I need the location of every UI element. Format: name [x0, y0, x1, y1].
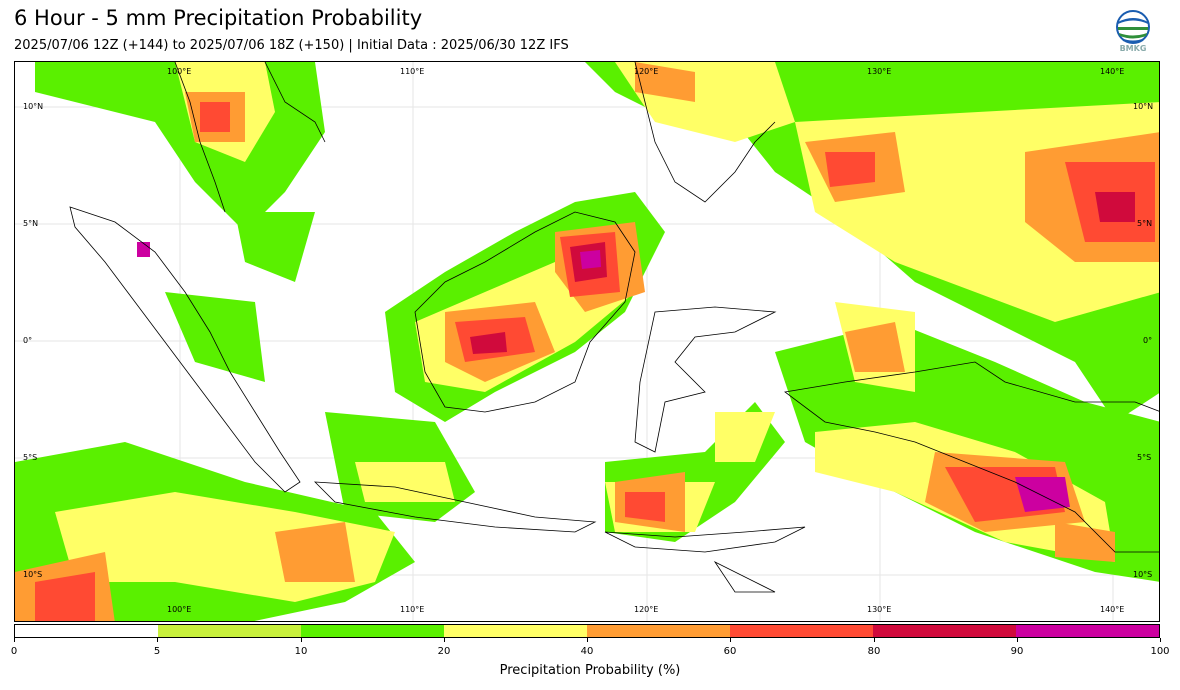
colorbar — [14, 624, 1160, 638]
colorbar-tick — [157, 638, 158, 642]
lon-label-bottom: 100°E — [167, 605, 192, 614]
colorbar-tick — [444, 638, 445, 642]
lon-label-bottom: 120°E — [634, 605, 659, 614]
colorbar-tick — [874, 638, 875, 642]
colorbar-tick — [587, 638, 588, 642]
colorbar-tick-label: 0 — [10, 646, 18, 657]
chart-title: 6 Hour - 5 mm Precipitation Probability — [14, 6, 423, 30]
colorbar-segment — [730, 625, 873, 637]
lon-label-top: 130°E — [867, 67, 892, 76]
colorbar-segment — [444, 625, 587, 637]
lat-label-right: 0° — [1143, 336, 1153, 345]
colorbar-tick — [730, 638, 731, 642]
colorbar-tick — [1017, 638, 1018, 642]
colorbar-segment — [873, 625, 1016, 637]
bmkg-logo-icon: BMKG — [1114, 10, 1152, 56]
lat-label-left: 5°N — [23, 219, 39, 228]
lat-label-right: 10°N — [1133, 102, 1154, 111]
lon-label-top: 100°E — [167, 67, 192, 76]
lon-label-top: 110°E — [400, 67, 425, 76]
colorbar-tick-label: 40 — [580, 646, 594, 657]
colorbar-tick-label: 5 — [153, 646, 161, 657]
precip-field-very-high — [35, 102, 1155, 621]
coastlines — [69, 62, 1159, 593]
colorbar-tick — [301, 638, 302, 642]
lat-label-right: 10°S — [1133, 570, 1153, 579]
colorbar-tick-label: 60 — [723, 646, 737, 657]
lat-label-left: 10°N — [23, 102, 44, 111]
lon-label-bottom: 110°E — [400, 605, 425, 614]
lat-label-right: 5°S — [1137, 453, 1152, 462]
lon-label-bottom: 140°E — [1100, 605, 1125, 614]
lon-label-top: 140°E — [1100, 67, 1125, 76]
lon-label-top: 120°E — [634, 67, 659, 76]
colorbar-tick-label: 90 — [1010, 646, 1024, 657]
colorbar-label: Precipitation Probability (%) — [499, 663, 681, 678]
colorbar-tick — [14, 638, 15, 642]
colorbar-segment — [301, 625, 444, 637]
map-canvas — [15, 62, 1159, 621]
colorbar-segment — [1016, 625, 1159, 637]
lat-label-right: 5°N — [1137, 219, 1153, 228]
chart-subtitle: 2025/07/06 12Z (+144) to 2025/07/06 18Z … — [14, 38, 569, 53]
colorbar-tick-label: 80 — [867, 646, 881, 657]
colorbar-segment — [587, 625, 730, 637]
lat-label-left: 0° — [23, 336, 33, 345]
lat-label-left: 10°S — [23, 570, 43, 579]
colorbar-segment — [15, 625, 158, 637]
colorbar-tick — [1160, 638, 1161, 642]
lat-label-left: 5°S — [23, 453, 38, 462]
logo-text: BMKG — [1119, 44, 1147, 53]
precipitation-map: 100°E 110°E 120°E 130°E 140°E 100°E 110°… — [14, 61, 1160, 622]
colorbar-tick-label: 10 — [294, 646, 308, 657]
colorbar-tick-label: 20 — [437, 646, 451, 657]
colorbar-segment — [158, 625, 301, 637]
lon-label-bottom: 130°E — [867, 605, 892, 614]
colorbar-tick-label: 100 — [1150, 646, 1170, 657]
